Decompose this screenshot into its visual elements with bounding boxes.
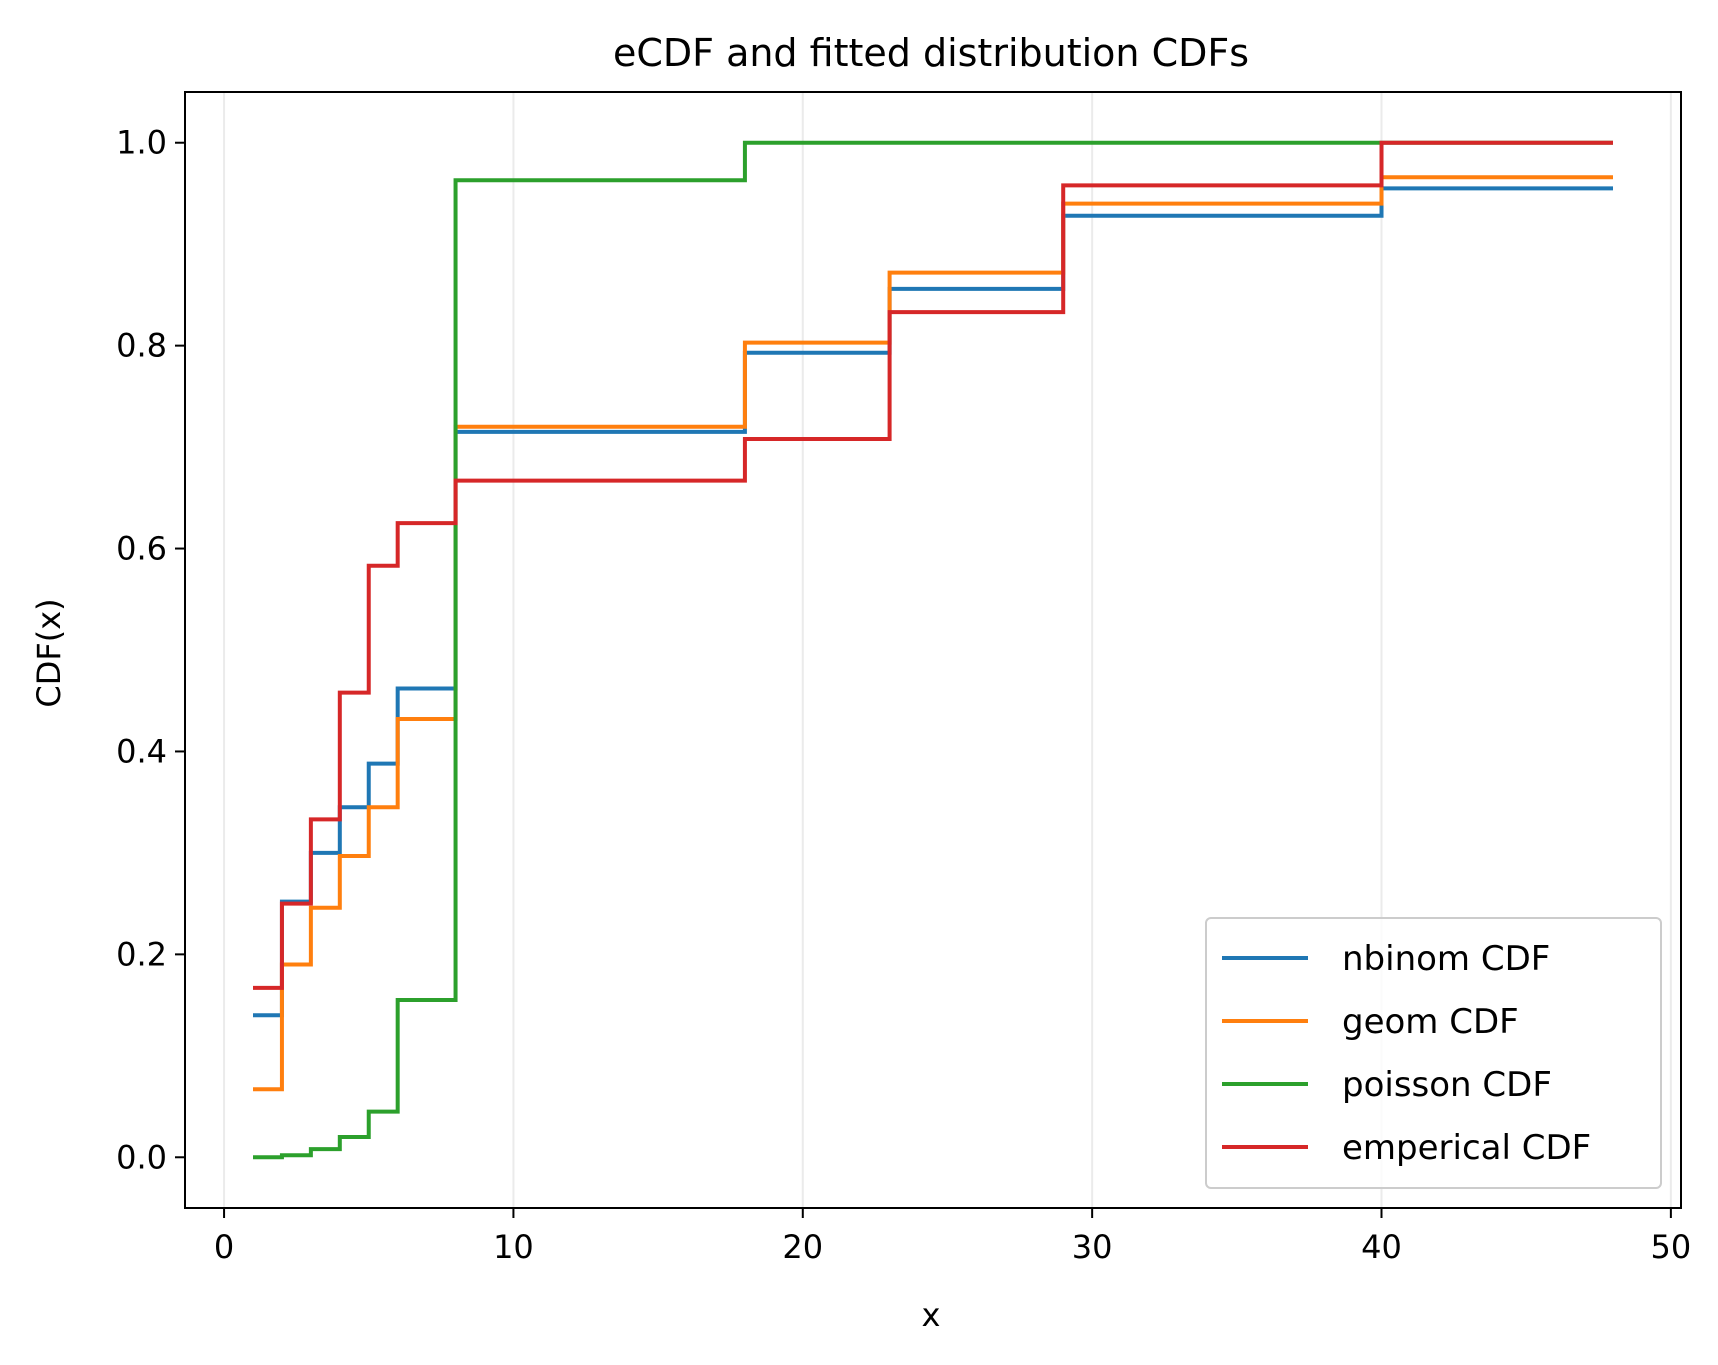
series-line-emperical <box>253 140 1613 990</box>
x-axis-ticks: 0 10 20 30 40 50 <box>214 1208 1691 1266</box>
legend-label: geom CDF <box>1342 1002 1519 1042</box>
legend-label: emperical CDF <box>1342 1128 1591 1168</box>
y-axis-label: CDF(x) <box>30 598 68 707</box>
y-axis-ticks: 0.0 0.2 0.4 0.6 0.8 1.0 <box>116 124 185 1176</box>
y-tick-label: 0.2 <box>116 935 167 973</box>
x-tick-label: 20 <box>782 1228 823 1266</box>
legend-label: nbinom CDF <box>1342 939 1550 979</box>
legend: nbinom CDF geom CDF poisson CDF emperical C… <box>1205 917 1662 1189</box>
plot-frame <box>184 91 1682 1209</box>
grid <box>223 92 1672 1208</box>
series-line-poisson <box>253 140 1613 1160</box>
x-tick-label: 0 <box>214 1228 234 1266</box>
y-tick-label: 0.4 <box>116 732 167 770</box>
y-tick-label: 1.0 <box>116 124 167 162</box>
y-tick-label: 0.6 <box>116 530 167 568</box>
chart-title: eCDF and fitted distribution CDFs <box>613 31 1249 75</box>
x-tick-label: 40 <box>1361 1228 1402 1266</box>
legend-box <box>1205 917 1662 1189</box>
plot-lines <box>253 140 1613 1160</box>
y-tick-label: 0.8 <box>116 327 167 365</box>
y-tick-label: 0.0 <box>116 1138 167 1176</box>
x-tick-label: 30 <box>1072 1228 1113 1266</box>
x-axis-label: x <box>922 1296 941 1334</box>
x-tick-label: 10 <box>493 1228 534 1266</box>
legend-label: poisson CDF <box>1342 1065 1552 1105</box>
x-tick-label: 50 <box>1651 1228 1692 1266</box>
legend-items: nbinom CDF geom CDF poisson CDF emperical C… <box>1222 939 1591 1168</box>
